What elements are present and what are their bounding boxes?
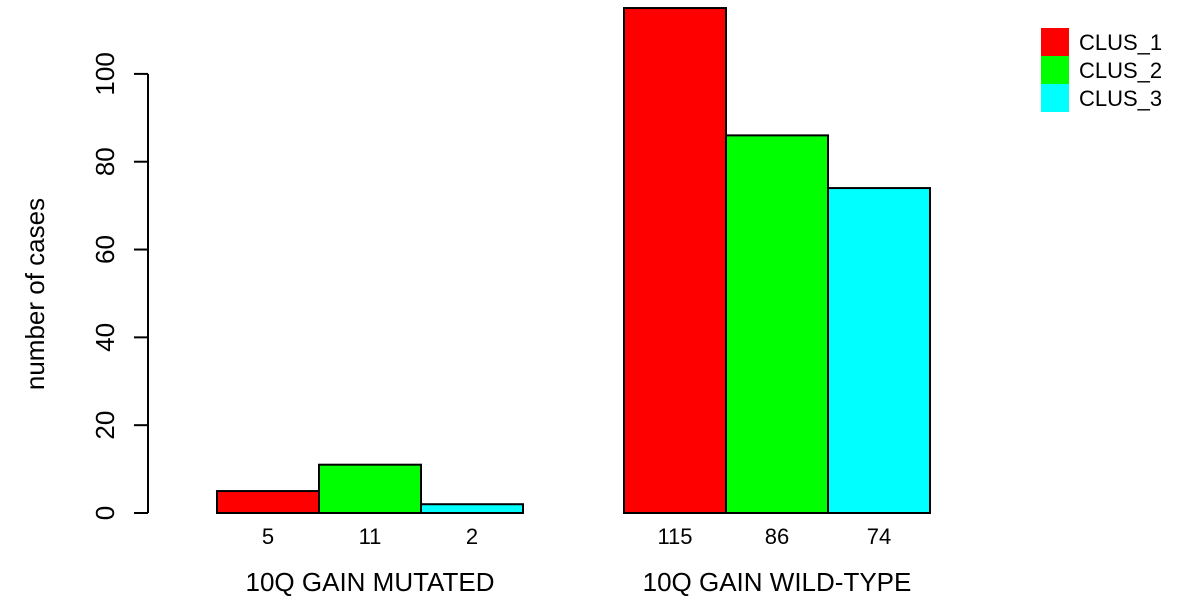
bar-clus-1	[216, 490, 320, 515]
bar-count-label: 86	[765, 524, 789, 549]
bar-clus-2	[318, 463, 422, 515]
legend-swatch	[1041, 84, 1069, 112]
legend-label: CLUS_3	[1079, 86, 1162, 111]
category-label: 10Q GAIN MUTATED	[246, 567, 495, 597]
bar-clus-3	[420, 503, 524, 514]
bar-count-label: 115	[657, 524, 692, 549]
legend-swatch	[1041, 56, 1069, 84]
y-tick-label: 100	[90, 52, 120, 95]
y-axis: 0 20 40 60 80 100	[90, 52, 149, 520]
legend-label: CLUS_2	[1079, 58, 1162, 83]
bar-count-label: 74	[867, 524, 891, 549]
bar-count-label: 2	[466, 524, 478, 549]
bar-clus-3	[827, 187, 931, 514]
category-label: 10Q GAIN WILD-TYPE	[643, 567, 912, 597]
y-axis-title: number of cases	[20, 198, 50, 390]
group-labels: 10Q GAIN MUTATED 10Q GAIN WILD-TYPE	[246, 567, 912, 597]
bar-count-label: 11	[359, 524, 382, 549]
legend-label: CLUS_1	[1079, 30, 1162, 55]
legend-swatch	[1041, 28, 1069, 56]
legend: CLUS_1 CLUS_2 CLUS_3	[1041, 28, 1162, 112]
bars	[216, 7, 931, 515]
y-tick-label: 0	[90, 506, 120, 520]
y-tick-label: 80	[90, 147, 120, 176]
bar-clus-1	[623, 7, 727, 514]
y-tick-label: 60	[90, 235, 120, 264]
bar-count-label: 5	[262, 524, 274, 549]
count-labels: 5 11 2 115 86 74	[262, 524, 891, 549]
y-tick-label: 20	[90, 411, 120, 440]
y-tick-label: 40	[90, 323, 120, 352]
bar-clus-2	[725, 134, 829, 514]
